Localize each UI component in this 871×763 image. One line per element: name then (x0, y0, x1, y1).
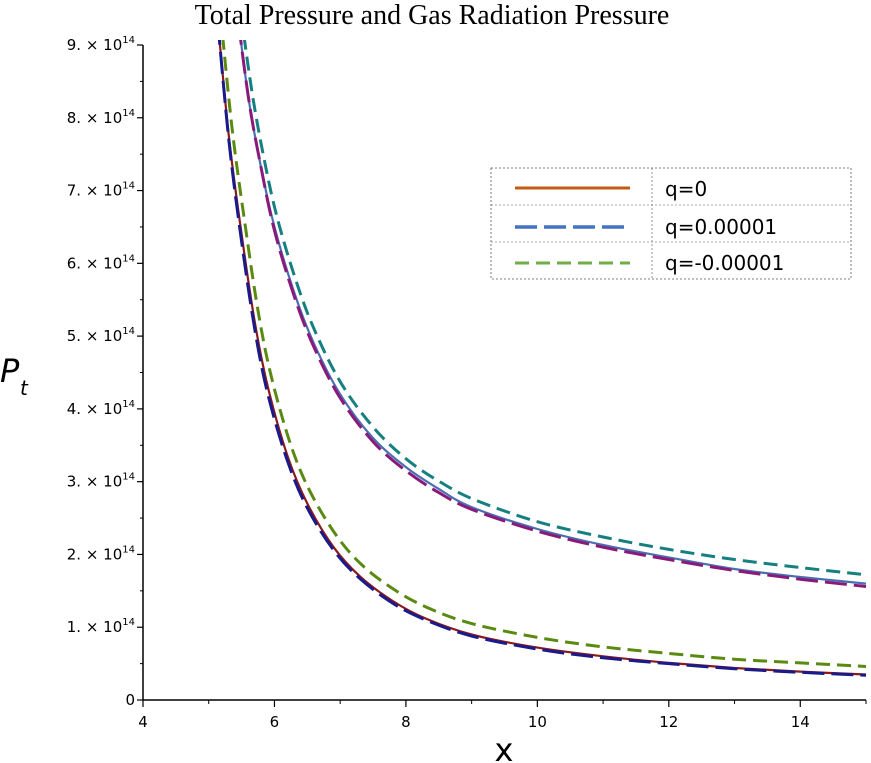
series-line-upper-0 (239, 40, 867, 585)
y-tick-label: 9. × 1014 (67, 35, 135, 54)
x-tick-label: 12 (659, 713, 678, 731)
chart-title: Total Pressure and Gas Radiation Pressur… (195, 0, 670, 31)
y-tick-label: 4. × 1014 (67, 399, 135, 418)
y-axis-label-subscript: t (20, 376, 29, 400)
y-tick-label: 0 (125, 691, 135, 709)
legend-label-q-pos: q=0.00001 (665, 215, 777, 239)
series-line-upper-2 (242, 40, 867, 577)
y-tick-label: 1. × 1014 (67, 617, 135, 636)
y-tick-label: 5. × 1014 (67, 326, 135, 345)
x-tick-label: 14 (791, 713, 810, 731)
x-axis-label: x (495, 731, 514, 763)
y-tick-label: 2. × 1014 (67, 544, 135, 563)
axis-ticks: 4 6 8 10 12 14 0 1. × 1014 2. × 1014 3. × 1014 4. … (67, 35, 867, 731)
y-tick-label: 3. × 1014 (67, 472, 135, 491)
curves-group (217, 40, 867, 677)
y-axis-label: P (0, 352, 20, 390)
legend-label-q0: q=0 (665, 177, 707, 201)
y-tick-label: 7. × 1014 (67, 181, 135, 200)
x-tick-label: 10 (528, 713, 547, 731)
series-line-lower-5 (221, 40, 867, 668)
series-line-lower-4 (217, 40, 867, 677)
series-line-upper-1 (239, 40, 867, 588)
y-tick-label: 8. × 1014 (67, 108, 135, 127)
x-tick-label: 8 (401, 713, 411, 731)
legend-label-q-neg: q=-0.00001 (665, 251, 784, 275)
x-tick-label: 4 (138, 713, 148, 731)
x-tick-label: 6 (270, 713, 280, 731)
legend: q=0 q=0.00001 q=-0.00001 (490, 167, 852, 280)
y-tick-label: 6. × 1014 (67, 253, 135, 272)
legend-box (490, 167, 852, 280)
